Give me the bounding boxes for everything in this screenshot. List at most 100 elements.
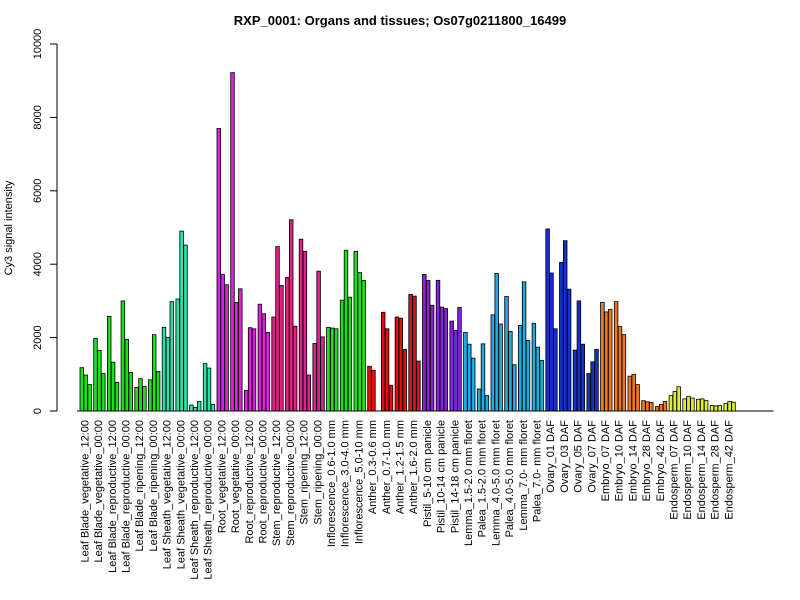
bar bbox=[183, 244, 188, 412]
bar bbox=[216, 128, 221, 412]
bar bbox=[723, 403, 728, 412]
bar bbox=[202, 363, 208, 412]
bar bbox=[518, 325, 523, 412]
bar bbox=[621, 334, 627, 412]
x-tick-label: Pistil_5-10 cm panicle bbox=[422, 420, 434, 527]
bar bbox=[627, 375, 632, 412]
bar bbox=[93, 337, 98, 412]
bar bbox=[128, 372, 133, 412]
x-tick-label: Palea_4.0-5.0 mm floret bbox=[504, 420, 516, 537]
bar bbox=[220, 274, 225, 412]
x-tick-label: Endosperm_14 DAF bbox=[696, 420, 708, 520]
bar bbox=[206, 367, 212, 412]
bar bbox=[101, 373, 106, 412]
bar bbox=[494, 272, 499, 412]
bar bbox=[292, 325, 298, 412]
bar bbox=[576, 300, 582, 412]
bar bbox=[416, 360, 421, 412]
bar bbox=[247, 327, 253, 412]
bar bbox=[498, 323, 503, 412]
y-axis-label: Cy3 signal intensity bbox=[3, 180, 15, 275]
bar bbox=[453, 329, 458, 412]
x-tick-label: Embryo_10 DAF bbox=[614, 420, 626, 502]
bar bbox=[175, 298, 180, 412]
bar bbox=[617, 326, 623, 412]
bar bbox=[535, 346, 540, 412]
bar bbox=[594, 348, 599, 412]
bar bbox=[508, 330, 513, 412]
bar bbox=[165, 337, 171, 412]
x-tick-label: Embryo_07 DAF bbox=[600, 420, 612, 502]
x-tick-label: Lemma_4.0-5.0 mm floret bbox=[490, 420, 502, 546]
bar bbox=[676, 386, 681, 412]
y-tick-label: 6000 bbox=[32, 179, 44, 203]
y-tick-label: 10000 bbox=[32, 29, 44, 60]
bar bbox=[97, 350, 102, 412]
bar bbox=[196, 401, 202, 412]
bar bbox=[700, 398, 705, 412]
bar bbox=[224, 284, 229, 412]
x-tick-label: Inflorescence_5.0-10 mm bbox=[353, 420, 365, 544]
bar bbox=[731, 401, 736, 412]
bar bbox=[672, 391, 677, 412]
bar bbox=[566, 288, 572, 412]
x-tick-label: Leaf Blade_vegetative_00:00 bbox=[93, 420, 105, 563]
bar bbox=[347, 296, 353, 412]
x-tick-label: Leaf Blade_ripening_00:00 bbox=[148, 420, 160, 552]
x-tick-label: Ovary_03 DAF bbox=[559, 420, 571, 493]
bar bbox=[604, 311, 609, 412]
bar bbox=[713, 405, 719, 412]
x-tick-label: Anther_1.2-1.5 mm bbox=[395, 420, 407, 514]
x-tick-label: Root_reproductive_00:00 bbox=[258, 420, 270, 544]
bar bbox=[179, 230, 184, 412]
bar bbox=[521, 281, 527, 412]
y-tick-label: 0 bbox=[32, 408, 44, 414]
x-tick-label: Pistil_14-18 cm panicle bbox=[449, 420, 461, 533]
y-tick-label: 8000 bbox=[32, 105, 44, 129]
bar bbox=[234, 301, 239, 412]
bar bbox=[265, 332, 270, 412]
x-tick-label: Anther_1.6-2.0 mm bbox=[408, 420, 420, 514]
bar bbox=[613, 301, 619, 412]
bar bbox=[435, 279, 441, 412]
bar bbox=[343, 249, 349, 412]
bar bbox=[275, 246, 280, 412]
bar bbox=[83, 374, 88, 412]
bar bbox=[490, 314, 495, 412]
bar bbox=[649, 402, 654, 412]
bar bbox=[148, 379, 153, 412]
x-tick-label: Endosperm_28 DAF bbox=[710, 420, 722, 520]
bar bbox=[439, 306, 445, 412]
bar bbox=[703, 399, 709, 412]
bar bbox=[312, 343, 317, 412]
x-tick-label: Endosperm_42 DAF bbox=[723, 420, 735, 520]
x-tick-label: Root_reproductive_12:00 bbox=[244, 420, 256, 544]
bar bbox=[429, 304, 435, 412]
x-tick-label: Anther_0.3-0.6 mm bbox=[367, 420, 379, 514]
x-tick-label: Leaf Blade_reproductive_12:00 bbox=[107, 420, 119, 573]
bar bbox=[189, 404, 194, 412]
bar bbox=[134, 387, 139, 412]
bar bbox=[553, 328, 558, 412]
x-tick-label: Ovary_01 DAF bbox=[545, 420, 557, 493]
x-tick-label: Leaf Sheath_vegetative_00:00 bbox=[175, 420, 187, 569]
bar bbox=[326, 326, 331, 412]
bar bbox=[580, 343, 585, 412]
bar bbox=[151, 334, 157, 412]
bar bbox=[696, 398, 701, 412]
bar bbox=[298, 238, 304, 412]
x-tick-label: Palea_7.0- mm floret bbox=[532, 420, 544, 522]
bar bbox=[288, 219, 294, 412]
bar bbox=[155, 370, 161, 412]
bar bbox=[110, 361, 116, 412]
bar bbox=[480, 343, 486, 412]
bar bbox=[210, 403, 216, 412]
y-tick-label: 2000 bbox=[32, 325, 44, 349]
x-tick-label: Embryo_28 DAF bbox=[641, 420, 653, 502]
bar bbox=[590, 361, 595, 412]
bar bbox=[161, 326, 167, 412]
bar bbox=[443, 308, 448, 412]
bar bbox=[539, 359, 544, 412]
bar bbox=[709, 405, 715, 412]
